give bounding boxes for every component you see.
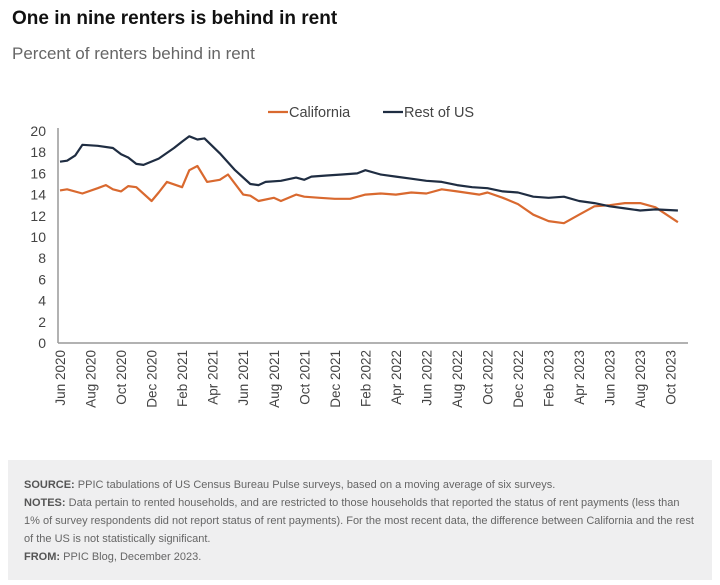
series-line-california (59, 164, 679, 225)
y-tick-label: 18 (30, 144, 46, 160)
x-tick-label: Feb 2022 (358, 350, 373, 407)
y-tick-label: 6 (38, 271, 46, 287)
x-tick-label: Apr 2021 (206, 350, 221, 405)
y-tick-label: 4 (38, 293, 46, 309)
x-tick-label: Jun 2020 (53, 350, 68, 406)
legend-label: California (289, 105, 351, 121)
chart-title: One in nine renters is behind in rent (12, 8, 338, 29)
source-label: SOURCE: (24, 479, 75, 491)
x-tick-label: Oct 2021 (297, 350, 312, 405)
x-tick-label: Aug 2021 (267, 350, 282, 408)
x-tick-label: Apr 2022 (389, 350, 404, 405)
x-tick-label: Dec 2020 (145, 350, 160, 408)
from-text: PPIC Blog, December 2023. (60, 551, 202, 563)
x-tick-label: Feb 2021 (175, 350, 190, 407)
x-tick-label: Dec 2022 (511, 350, 526, 408)
y-tick-label: 20 (30, 123, 46, 139)
y-tick-label: 16 (30, 165, 46, 181)
footer-notes: SOURCE: PPIC tabulations of US Census Bu… (8, 460, 712, 580)
y-tick-label: 2 (38, 314, 46, 330)
x-tick-label: Aug 2020 (84, 350, 99, 408)
y-tick-label: 10 (30, 229, 46, 245)
source-text: PPIC tabulations of US Census Bureau Pul… (74, 479, 556, 491)
y-tick-label: 12 (30, 208, 46, 224)
x-tick-label: Dec 2021 (328, 350, 343, 408)
y-tick-label: 0 (38, 335, 46, 351)
from-label: FROM: (24, 551, 61, 563)
x-tick-label: Feb 2023 (542, 350, 557, 407)
x-tick-label: Aug 2023 (633, 350, 648, 408)
x-tick-label: Jun 2023 (603, 350, 618, 406)
notes-label: NOTES: (24, 497, 66, 509)
y-tick-label: 14 (30, 187, 46, 203)
y-tick-label: 8 (38, 250, 46, 266)
series-line-rest-of-us (59, 135, 678, 212)
x-tick-label: Jun 2021 (236, 350, 251, 406)
line-chart: 0 2 4 6 8 10 12 14 16 18 20 Jun 2020 Aug 2020 Oct 202… (30, 105, 688, 408)
x-tick-label: Aug 2022 (450, 350, 465, 408)
chart-subtitle: Percent of renters behind in rent (12, 44, 255, 63)
notes-text: Data pertain to rented households, and a… (24, 497, 694, 545)
legend-label: Rest of US (404, 105, 474, 121)
x-tick-label: Oct 2020 (114, 350, 129, 405)
x-tick-label: Oct 2023 (664, 350, 679, 405)
x-tick-label: Oct 2022 (481, 350, 496, 405)
x-tick-label: Jun 2022 (419, 350, 434, 406)
x-tick-label: Apr 2023 (572, 350, 587, 405)
